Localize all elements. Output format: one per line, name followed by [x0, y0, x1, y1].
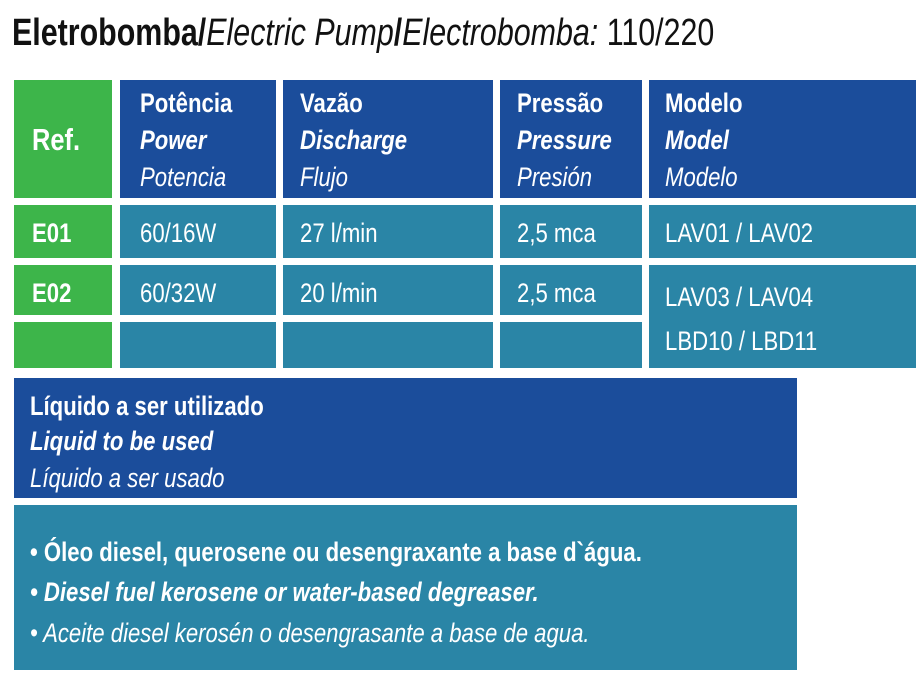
title-part: Electrobomba:	[402, 12, 599, 54]
liquid-item: • Óleo diesel, querosene ou desengraxant…	[30, 537, 642, 567]
title-part: /	[393, 12, 403, 54]
header-text: Power	[140, 125, 207, 155]
cell-text: 60/16W	[140, 218, 217, 248]
liquid-item: • Aceite diesel kerosén o desengrasante …	[30, 618, 590, 648]
cell-text: 20 l/min	[300, 278, 378, 308]
ref: E01	[32, 218, 72, 248]
cell	[500, 205, 642, 258]
header-text: Presión	[517, 162, 593, 192]
liquid-heading: Líquido a ser utilizado	[30, 391, 264, 421]
cell-text: 27 l/min	[300, 218, 378, 248]
cell	[649, 205, 916, 258]
cell-text: LAV03 / LAV04	[665, 282, 814, 312]
cell-text: 2,5 mca	[517, 218, 596, 248]
header-cell	[283, 80, 493, 198]
header-cell	[500, 80, 642, 198]
cell	[14, 205, 112, 258]
ref: E02	[32, 278, 72, 308]
header-text: Ref.	[32, 122, 81, 157]
liquid-heading: Liquid to be used	[30, 426, 214, 456]
header-text: Pressão	[517, 88, 604, 118]
cell-text: 2,5 mca	[517, 278, 596, 308]
cell	[283, 265, 493, 315]
cell	[500, 265, 642, 315]
cell-text: LBD10 / LBD11	[665, 326, 818, 356]
cell	[500, 322, 642, 368]
cell	[283, 205, 493, 258]
header-cell	[14, 80, 112, 198]
cell	[14, 265, 112, 315]
header-text: Flujo	[300, 162, 348, 192]
page-title: Eletrobomba/Electric Pump/Electrobomba: …	[12, 12, 714, 55]
title-part: Electric Pump	[206, 12, 394, 54]
cell-text: 60/32W	[140, 278, 217, 308]
liquid-heading-box	[14, 378, 797, 498]
header-text: Discharge	[300, 125, 408, 155]
header-text: Modelo	[665, 88, 743, 118]
header-cell	[120, 80, 276, 198]
header-text: Potência	[140, 88, 233, 118]
header-text: Model	[665, 125, 729, 155]
title-part: Eletrobomba/	[12, 12, 207, 54]
header-text: Pressure	[517, 125, 612, 155]
liquid-heading: Líquido a ser usado	[30, 463, 225, 493]
liquid-items-box	[14, 505, 797, 670]
cell-text: LAV01 / LAV02	[665, 218, 814, 248]
cell	[649, 265, 916, 368]
cell	[283, 322, 493, 368]
cell	[120, 265, 276, 315]
header-text: Potencia	[140, 162, 227, 192]
title-part: 110/220	[606, 12, 715, 54]
cell	[14, 322, 112, 368]
header-cell	[649, 80, 916, 198]
cell	[120, 205, 276, 258]
header-text: Vazão	[300, 88, 363, 118]
cell	[120, 322, 276, 368]
header-text: Modelo	[665, 162, 738, 192]
liquid-item: • Diesel fuel kerosene or water-based de…	[30, 577, 539, 607]
